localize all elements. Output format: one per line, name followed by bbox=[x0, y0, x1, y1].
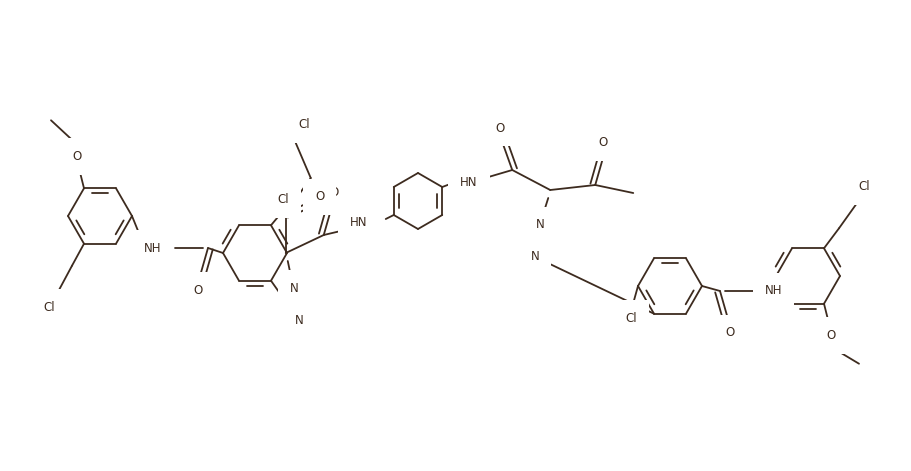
Text: O: O bbox=[725, 326, 734, 340]
Text: O: O bbox=[329, 187, 338, 200]
Text: O: O bbox=[193, 284, 202, 297]
Text: O: O bbox=[826, 329, 835, 342]
Text: Cl: Cl bbox=[277, 193, 289, 206]
Text: Cl: Cl bbox=[625, 311, 637, 325]
Text: O: O bbox=[599, 137, 608, 149]
Text: HN: HN bbox=[460, 176, 477, 188]
Text: Cl: Cl bbox=[858, 180, 870, 193]
Text: HN: HN bbox=[350, 217, 368, 229]
Text: NH: NH bbox=[144, 242, 161, 254]
Text: Cl: Cl bbox=[298, 119, 310, 131]
Text: O: O bbox=[315, 190, 324, 203]
Text: Cl: Cl bbox=[43, 301, 55, 314]
Text: O: O bbox=[72, 150, 82, 163]
Text: N: N bbox=[294, 314, 303, 326]
Text: NH: NH bbox=[765, 284, 783, 298]
Text: N: N bbox=[536, 219, 545, 232]
Text: N: N bbox=[531, 251, 539, 263]
Text: O: O bbox=[496, 122, 505, 135]
Text: N: N bbox=[290, 282, 298, 294]
